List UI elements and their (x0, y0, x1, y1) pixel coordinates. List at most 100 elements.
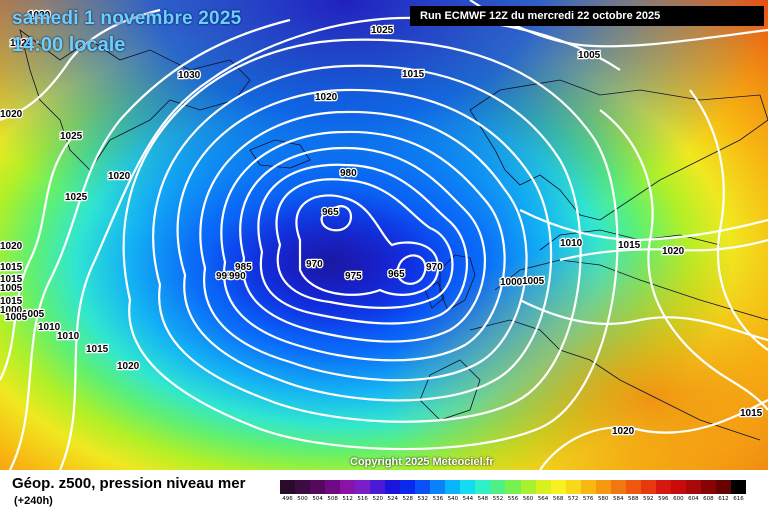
parameter-title: Géop. z500, pression niveau mer (12, 475, 246, 492)
legend-tick-label: 600 (673, 496, 684, 502)
isobar-label: 1015 (618, 240, 641, 251)
legend-tick-label: 532 (417, 496, 429, 502)
legend-tick-label: 528 (402, 496, 414, 502)
legend-tick-label: 496 (282, 496, 293, 502)
isobar-label: 1010 (57, 331, 80, 342)
legend-tick-label: 524 (387, 496, 398, 502)
legend-tick-label: 520 (372, 496, 383, 502)
legend-swatch (445, 480, 461, 494)
legend-swatch (640, 480, 657, 494)
legend-swatch (670, 480, 687, 494)
legend-swatch (430, 480, 446, 494)
legend-swatch (580, 480, 597, 494)
legend-swatch (565, 480, 582, 494)
legend-swatch (550, 480, 567, 494)
isobar-label: 1005 (522, 276, 545, 287)
legend-swatch (415, 480, 431, 494)
isobar-label: 1005 (22, 309, 45, 320)
isobar-label: 1020 (108, 171, 131, 182)
isobar-label: 1025 (60, 131, 83, 142)
isobar-label: 1015 (0, 296, 23, 307)
legend-swatch (340, 480, 356, 494)
legend-swatch (295, 480, 311, 494)
isobar-label: 1005 (5, 312, 28, 323)
legend-swatch (730, 480, 747, 494)
isobar-label: 1020 (0, 109, 23, 120)
isobar-label: 965 (322, 207, 339, 218)
isobar-label: 1010 (560, 238, 583, 249)
legend-swatch (490, 480, 506, 494)
isobar-label: 975 (345, 271, 362, 282)
isobar-label: 1000 (500, 277, 523, 288)
legend-tick-label: 580 (597, 496, 609, 502)
legend-swatch (610, 480, 627, 494)
isobar-label: 970 (306, 259, 323, 270)
legend-swatch (715, 480, 732, 494)
legend-swatch (460, 480, 476, 494)
legend-swatch (655, 480, 672, 494)
isobar-label: 1010 (38, 322, 61, 333)
run-info: Run ECMWF 12Z du mercredi 22 octobre 202… (410, 6, 764, 26)
forecast-map: 1030 1025 1025 1030 1015 1005 1020 1020 … (0, 0, 768, 470)
legend-tick-label: 508 (327, 496, 338, 502)
time-title: 14:00 locale (12, 34, 126, 56)
isobar-label: 990 (229, 271, 246, 282)
isobar-label: 980 (340, 168, 357, 179)
legend-swatch (475, 480, 491, 494)
legend-tick-label: 540 (447, 496, 459, 502)
legend-tick-label: 568 (552, 496, 564, 502)
isobar-label: 1030 (28, 10, 51, 21)
isobar-label: 1025 (65, 192, 88, 203)
legend-swatch (520, 480, 537, 494)
legend-tick-label: 596 (658, 496, 669, 502)
isobar-label: 1020 (662, 246, 685, 257)
isobar-label: 1020 (117, 361, 140, 372)
forecast-step: (+240h) (14, 495, 53, 507)
isobar-label: 1000 (0, 305, 23, 316)
legend-tick-label: 552 (492, 496, 504, 502)
isobars (0, 0, 768, 470)
legend-swatch (400, 480, 416, 494)
isobar-label: 1030 (178, 70, 201, 81)
color-legend: 496 500 504 508 512 516 520 524 528 532 536 540 544 5… (280, 480, 747, 506)
legend-swatch (505, 480, 521, 494)
isobar-label: 1015 (86, 344, 109, 355)
isobar-label: 1025 (10, 38, 33, 49)
legend-swatch (685, 480, 702, 494)
footer-bar: Géop. z500, pression niveau mer (+240h) … (0, 470, 768, 512)
legend-tick-label: 504 (312, 496, 323, 502)
isobar-label: 1025 (371, 25, 394, 36)
legend-tick-label: 536 (432, 496, 444, 502)
legend-tick-label: 512 (342, 496, 353, 502)
legend-tick-label: 516 (357, 496, 368, 502)
legend-tick-label: 560 (522, 496, 534, 502)
isobar-label: 1015 (0, 262, 23, 273)
isobar-label: 970 (426, 262, 443, 273)
legend-swatch (595, 480, 612, 494)
isobar-label: 965 (388, 269, 405, 280)
isobar-label: 985 (235, 262, 252, 273)
legend-tick-label: 608 (703, 496, 714, 502)
legend-tick-label: 548 (477, 496, 489, 502)
copyright: Copyright 2025 Meteociel.fr (350, 456, 494, 468)
date-title: samedi 1 novembre 2025 (12, 8, 242, 29)
isobar-label: 1005 (578, 50, 601, 61)
isobar-label: 1015 (740, 408, 763, 419)
legend-tick-label: 612 (718, 496, 729, 502)
legend-swatch (280, 480, 296, 494)
isobar-label: 1020 (0, 241, 23, 252)
legend-swatch (385, 480, 401, 494)
legend-tick-label: 604 (688, 496, 699, 502)
legend-swatch (625, 480, 642, 494)
isobar-label: 1015 (0, 274, 23, 285)
isobar-label: 1005 (0, 283, 23, 294)
legend-swatch (325, 480, 341, 494)
isobar-label: 1020 (315, 92, 338, 103)
isobar-label: 1020 (612, 426, 635, 437)
isobar-labels: 1030 1025 1025 1030 1015 1005 1020 1020 … (0, 9, 764, 439)
legend-swatch (535, 480, 552, 494)
isobar-label: 995 (216, 271, 233, 282)
legend-swatch (355, 480, 371, 494)
legend-tick-label: 500 (297, 496, 308, 502)
